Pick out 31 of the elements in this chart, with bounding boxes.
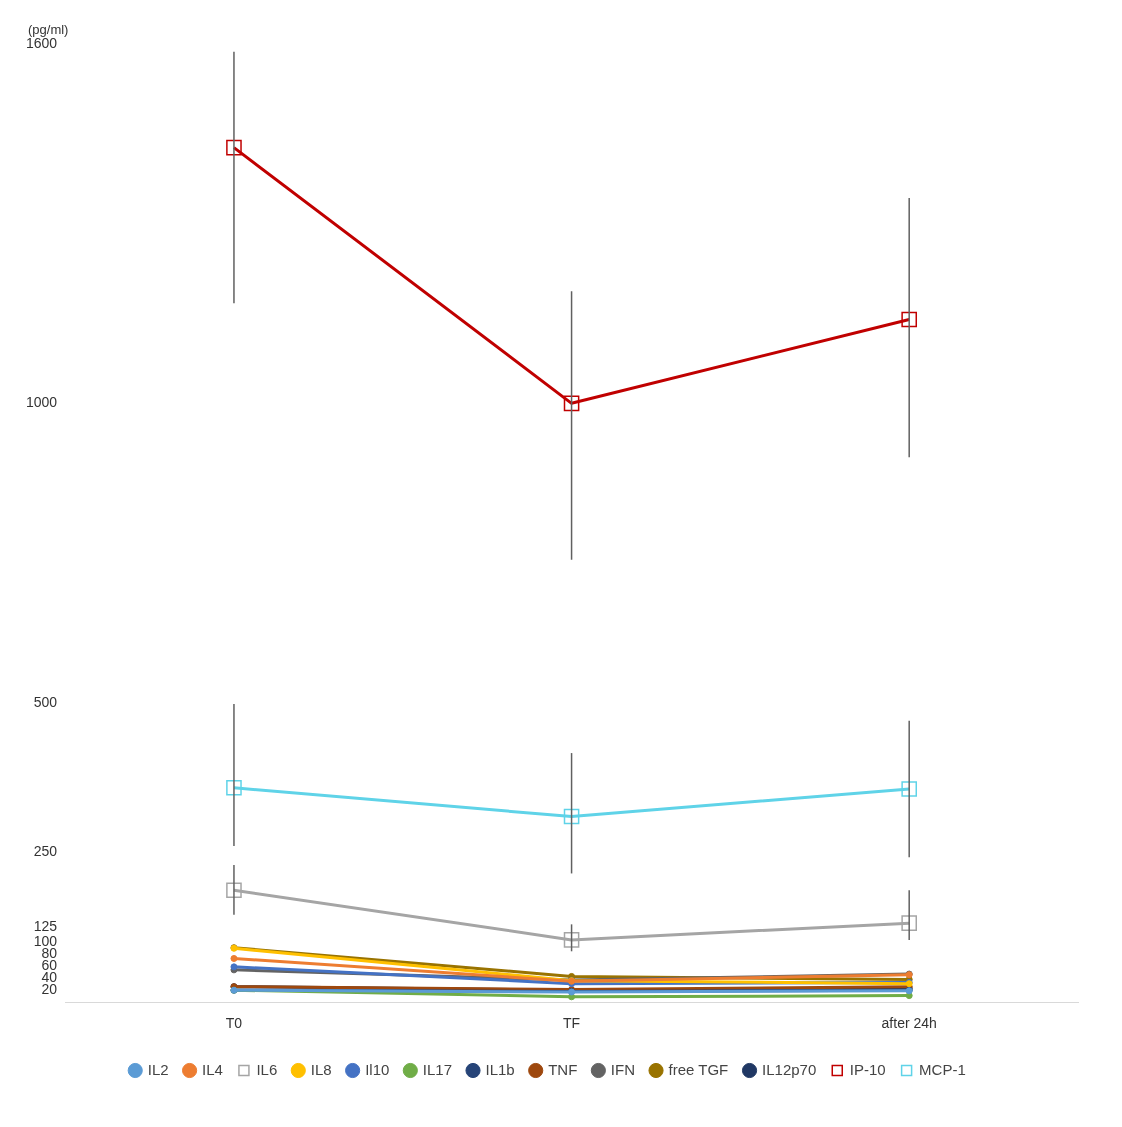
point xyxy=(226,139,242,156)
y-tick-label: 1000 xyxy=(25,394,58,411)
y-tick-label: 20 xyxy=(41,981,58,998)
legend-label: IL17 xyxy=(422,1060,453,1078)
y-tick-label: 125 xyxy=(33,918,58,935)
legend-label: IL1b xyxy=(485,1060,515,1078)
point xyxy=(230,954,238,962)
legend-label: IL8 xyxy=(310,1060,332,1078)
legend-label: IL2 xyxy=(147,1060,169,1078)
y-tick-label: 250 xyxy=(33,843,58,860)
legend-label: free TGF xyxy=(668,1060,729,1078)
legend-label: IL4 xyxy=(202,1060,223,1078)
x-tick-label: T0 xyxy=(225,1015,243,1032)
point xyxy=(226,882,242,899)
point xyxy=(563,808,580,825)
point xyxy=(901,311,918,328)
legend-label: IFN xyxy=(610,1060,636,1078)
legend-label: MCP-1 xyxy=(919,1060,966,1078)
point xyxy=(901,781,918,797)
legend-label: IL6 xyxy=(256,1060,278,1078)
point xyxy=(226,779,242,796)
legend-label: Il10 xyxy=(365,1060,390,1078)
legend-label: IP-10 xyxy=(849,1060,886,1078)
legend-label: TNF xyxy=(548,1060,578,1078)
legend-label: IL12p70 xyxy=(762,1060,817,1078)
x-tick-label: after 24h xyxy=(881,1015,937,1032)
point xyxy=(901,915,918,931)
y-tick-label: 500 xyxy=(33,693,58,710)
point xyxy=(563,932,580,948)
point xyxy=(563,395,580,412)
x-tick-label: TF xyxy=(563,1015,581,1032)
